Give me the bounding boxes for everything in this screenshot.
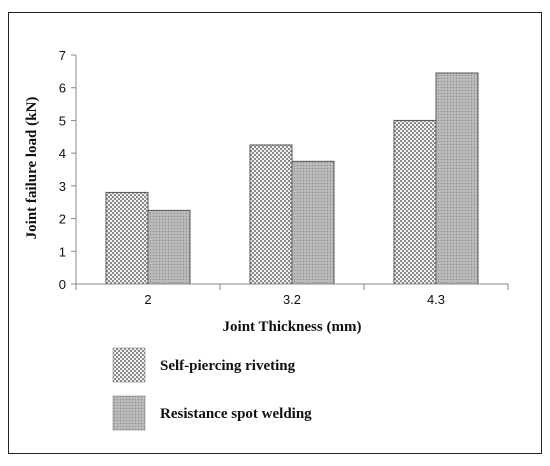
y-tick-label-2: 2 [59, 212, 66, 227]
bars-group [105, 72, 479, 285]
y-tick-label-1: 1 [59, 244, 66, 259]
legend-swatch-self-piercing-riveting [112, 347, 146, 383]
bar-series0-cat2 [393, 119, 437, 285]
y-tick-label-3: 3 [59, 179, 66, 194]
bar-series0-cat1 [249, 144, 293, 285]
y-tick-label-6: 6 [59, 81, 66, 96]
y-tick-label-0: 0 [59, 277, 66, 292]
x-tick-label-1: 3.2 [283, 292, 301, 307]
x-tick-label-2: 4.3 [427, 292, 445, 307]
bar-series1-cat2 [435, 72, 479, 285]
y-axis-title: Joint failure load (kN) [24, 97, 40, 240]
y-tick-label-4: 4 [59, 146, 66, 161]
y-tick-label-5: 5 [59, 113, 66, 128]
legend-label-resistance-spot-welding: Resistance spot welding [160, 406, 312, 422]
legend: Self-piercing riveting Resistance spot w… [112, 347, 312, 431]
legend-swatch-resistance-spot-welding [112, 395, 146, 431]
x-axis-ticks: 2 3.2 4.3 [75, 284, 509, 307]
y-tick-label-7: 7 [59, 48, 66, 63]
axes-group [75, 55, 508, 285]
bar-series1-cat1 [291, 160, 335, 285]
bar-series0-cat0 [105, 191, 149, 285]
bar-series1-cat0 [147, 209, 191, 285]
x-axis-title: Joint Thickness (mm) [223, 319, 362, 335]
legend-label-self-piercing-riveting: Self-piercing riveting [160, 358, 296, 374]
y-axis-ticks: 0 1 2 3 4 5 6 7 [59, 48, 76, 292]
x-tick-label-0: 2 [144, 292, 151, 307]
